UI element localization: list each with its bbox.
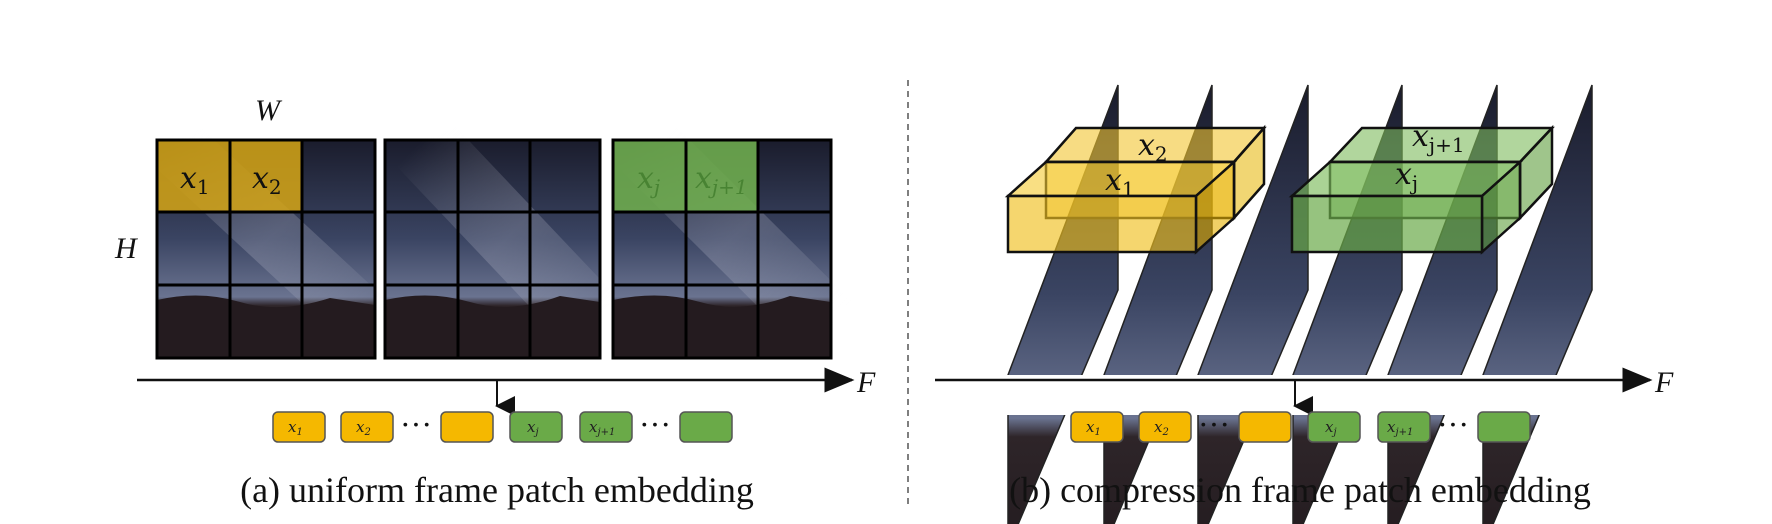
tube-label-xj: xj <box>1395 157 1418 195</box>
frame-2 <box>383 115 626 360</box>
tube-x1 <box>1004 159 1238 255</box>
token-b-green-blank <box>1477 411 1531 443</box>
patch-label-xj1: xj+1 <box>695 161 748 199</box>
ellipsis-a1: ··· <box>400 406 432 442</box>
token-x1 <box>272 411 326 443</box>
frame-3 <box>611 115 856 360</box>
token-b-yellow-blank <box>1238 411 1292 443</box>
ellipsis-a2: ··· <box>639 406 671 442</box>
tube-label-xj1: xj+1 <box>1412 119 1465 157</box>
token-xj1 <box>579 411 633 443</box>
axis-label-f-b: F <box>1654 366 1674 399</box>
width-label: W <box>255 94 283 127</box>
token-x2 <box>340 411 394 443</box>
token-b-xj1-label: xj+1 <box>1387 418 1413 438</box>
caption-a: (a) uniform frame patch embedding <box>240 470 754 510</box>
token-green-blank <box>679 411 733 443</box>
token-b-x2-label: x2 <box>1154 418 1169 438</box>
token-x1-label: x1 <box>288 418 303 438</box>
token-b-x1 <box>1070 411 1124 443</box>
token-xj1-label: xj+1 <box>589 418 615 438</box>
token-xj-label: xj <box>527 418 539 438</box>
token-b-x1-label: x1 <box>1086 418 1101 438</box>
patch-label-x2: x2 <box>252 161 282 199</box>
token-sequence-a: x1 x2 ··· xj xj+1 ··· <box>272 406 733 443</box>
tube-label-x2: x2 <box>1138 128 1168 166</box>
ellipsis-b2: ··· <box>1437 406 1469 442</box>
token-b-xj1 <box>1377 411 1431 443</box>
ellipsis-b1: ··· <box>1198 406 1230 442</box>
panel-a: x1 x2 xj xj+1 W H F x1 x2 ··· xj xj+1 ··… <box>114 94 876 510</box>
frame-1 <box>149 117 396 360</box>
tube-xj <box>1288 159 1524 255</box>
token-xj <box>509 411 563 443</box>
token-x2-label: x2 <box>356 418 371 438</box>
token-sequence-b: x1 x2 ··· xj xj+1 ··· <box>1070 406 1531 443</box>
axis-label-f-a: F <box>856 366 876 399</box>
height-label: H <box>114 232 139 265</box>
token-b-x2 <box>1138 411 1192 443</box>
token-b-xj-label: xj <box>1325 418 1337 438</box>
tube-label-x1: x1 <box>1105 163 1135 201</box>
token-b-xj <box>1307 411 1361 443</box>
caption-b: (b) compression frame patch embedding <box>1009 470 1591 510</box>
patch-label-xj: xj <box>637 161 660 199</box>
token-yellow-blank <box>440 411 494 443</box>
panel-b: x2 x1 xj+1 xj F x1 x2 ··· <box>935 84 1674 524</box>
patch-label-x1: x1 <box>180 161 210 199</box>
